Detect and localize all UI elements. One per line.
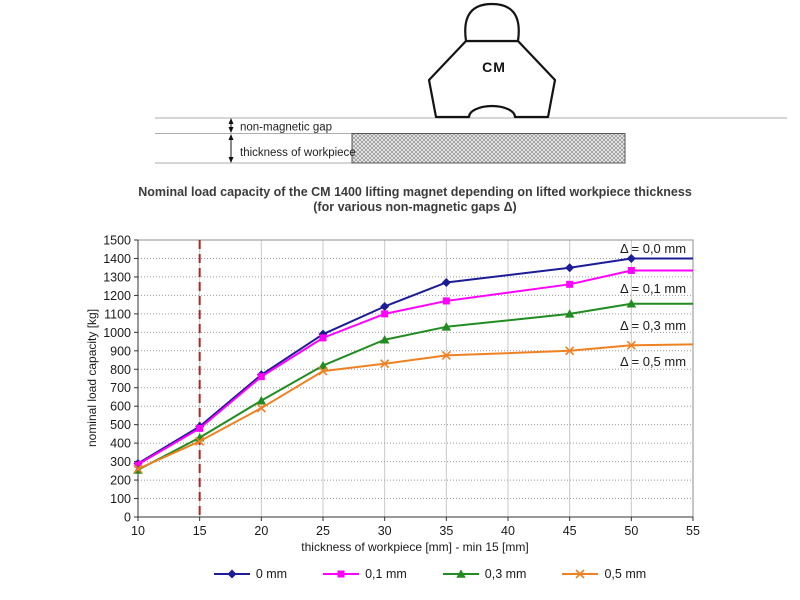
data-point-diamond xyxy=(380,301,390,311)
magnet-schematic-diagram: non-magnetic gap thickness of workpiece … xyxy=(155,2,787,164)
gap-dimension-arrow xyxy=(228,118,234,133)
y-tick-label: 600 xyxy=(110,400,131,414)
delta-annotation: Δ = 0,1 mm xyxy=(620,281,686,296)
data-point-x xyxy=(256,403,266,413)
x-tick-label: 15 xyxy=(193,524,207,538)
legend-item: 0 mm xyxy=(213,567,288,581)
annotation-layer: Δ = 0,0 mm Δ = 0,1 mm Δ = 0,3 mm Δ = 0,5 mm xyxy=(620,241,686,369)
magnet-lifting-eye xyxy=(464,2,520,43)
y-tick-label: 1200 xyxy=(103,289,131,303)
data-point-triangle xyxy=(441,322,452,331)
data-point-square xyxy=(627,266,635,274)
data-point-triangle xyxy=(564,309,575,318)
y-tick-label: 100 xyxy=(110,492,131,506)
chart-legend: 0 mm 0,1 mm 0,3 mm 0,5 mm xyxy=(60,567,800,581)
x-tick-label: 35 xyxy=(439,524,453,538)
data-point-x xyxy=(380,359,390,369)
y-tick-label: 700 xyxy=(110,381,131,395)
grid-layer xyxy=(137,239,694,518)
legend-marker-triangle xyxy=(442,569,479,578)
data-point-square xyxy=(319,334,327,342)
data-point-square xyxy=(196,424,204,432)
legend-marker-square xyxy=(323,570,360,578)
delta-annotation: Δ = 0,0 mm xyxy=(620,241,686,256)
data-point-square xyxy=(566,280,574,288)
magnet-cm-label: CM xyxy=(482,59,506,75)
data-point-square xyxy=(257,373,265,381)
legend-label: 0,3 mm xyxy=(484,567,527,581)
magnet-body-outline xyxy=(427,39,557,119)
data-point-triangle xyxy=(626,299,637,308)
data-point-square xyxy=(134,460,142,468)
y-tick-label: 1500 xyxy=(103,234,131,248)
y-tick-label: 400 xyxy=(110,437,131,451)
data-point-square xyxy=(442,297,450,305)
data-point-x xyxy=(575,569,586,579)
legend-label: 0,5 mm xyxy=(604,567,647,581)
chart-title-line2: (for various non-magnetic gaps Δ) xyxy=(313,199,517,214)
data-point-triangle xyxy=(256,396,267,405)
workpiece-label: thickness of workpiece xyxy=(240,147,356,159)
tick-layer: 0 100 200 300 400 500 600 700 800 900 1000 1100 1200… xyxy=(103,234,700,539)
series-line-0 xyxy=(137,257,693,465)
y-tick-label: 1100 xyxy=(104,307,131,321)
y-tick-label: 1400 xyxy=(103,252,131,266)
y-axis-title: nominal load capacity [kg] xyxy=(85,309,99,447)
legend-marker-x xyxy=(562,569,599,579)
legend-marker-diamond xyxy=(213,569,250,579)
delta-annotation: Δ = 0,5 mm xyxy=(620,354,686,369)
legend-label: 0,1 mm xyxy=(365,567,407,581)
y-tick-label: 300 xyxy=(110,455,131,469)
data-point-triangle xyxy=(379,335,390,344)
data-point-x xyxy=(565,346,575,356)
data-point-x xyxy=(318,366,328,376)
data-point-diamond xyxy=(227,569,237,579)
workpiece-hatched-bar xyxy=(351,133,626,164)
y-tick-label: 1000 xyxy=(103,326,131,340)
series-layer xyxy=(133,253,694,474)
data-point-triangle xyxy=(318,360,328,370)
y-tick-label: 1300 xyxy=(103,270,131,284)
data-point-square xyxy=(381,310,389,318)
data-point-square xyxy=(337,570,345,578)
x-tick-label: 40 xyxy=(501,524,515,538)
y-tick-label: 800 xyxy=(110,363,131,377)
legend-item: 0,1 mm xyxy=(323,567,407,581)
y-tick-label: 200 xyxy=(110,474,131,488)
x-tick-label: 45 xyxy=(563,524,577,538)
x-tick-label: 25 xyxy=(316,524,330,538)
load-capacity-chart: 0 100 200 300 400 500 600 700 800 900 1000 1100 1200… xyxy=(85,234,700,555)
series-line-2 xyxy=(137,302,693,471)
data-point-triangle xyxy=(455,569,466,578)
x-tick-label: 30 xyxy=(378,524,392,538)
legend-item: 0,3 mm xyxy=(442,567,527,581)
data-point-diamond xyxy=(565,263,575,273)
data-point-diamond xyxy=(441,277,451,287)
x-axis-title: thickness of workpiece [mm] - min 15 [mm… xyxy=(301,540,528,554)
y-tick-label: 900 xyxy=(110,344,131,358)
legend-item: 0,5 mm xyxy=(562,567,646,581)
x-tick-label: 10 xyxy=(131,524,145,538)
x-tick-label: 55 xyxy=(686,524,700,538)
legend-label: 0 mm xyxy=(255,567,288,581)
x-tick-label: 20 xyxy=(254,524,268,538)
delta-annotation: Δ = 0,3 mm xyxy=(620,318,686,333)
y-tick-label: 0 xyxy=(124,511,131,525)
data-point-x xyxy=(441,350,451,360)
data-point-diamond xyxy=(626,253,636,263)
gap-label: non-magnetic gap xyxy=(240,122,332,134)
chart-title: Nominal load capacity of the CM 1400 lif… xyxy=(30,185,800,214)
thickness-dimension-arrow xyxy=(228,134,234,163)
data-point-x xyxy=(626,340,636,350)
data-point-x xyxy=(133,464,143,474)
plot-border xyxy=(137,239,694,518)
data-point-x xyxy=(195,436,205,446)
series-line-1 xyxy=(137,269,693,466)
y-tick-label: 500 xyxy=(110,418,131,432)
chart-title-line1: Nominal load capacity of the CM 1400 lif… xyxy=(138,185,692,199)
x-tick-label: 50 xyxy=(624,524,638,538)
